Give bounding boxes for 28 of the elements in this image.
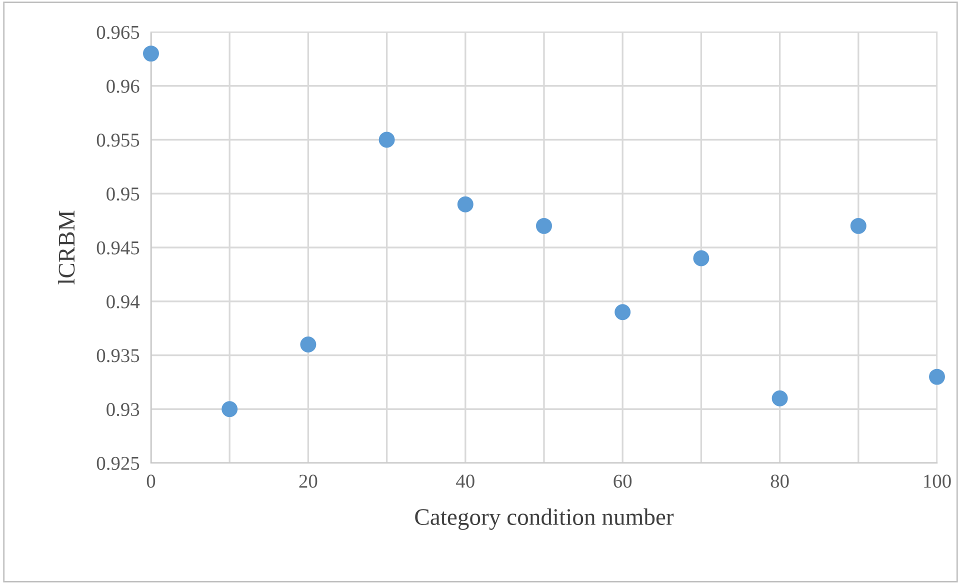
x-tick-label: 40: [456, 474, 474, 488]
point: [614, 304, 631, 320]
x-tick-label: 20: [299, 474, 318, 488]
point: [772, 390, 788, 406]
point: [536, 218, 552, 234]
y-tick-label: 0.96: [106, 80, 140, 93]
y-tick-label: 0.965: [96, 26, 140, 40]
x-tick-label: 60: [614, 474, 632, 488]
y-axis-title: lCRBM: [58, 210, 75, 284]
y-tick-label: 0.925: [96, 456, 140, 470]
y-tick-label: 0.955: [96, 134, 140, 147]
point: [222, 401, 238, 418]
x-axis-title: Category condition number: [415, 508, 674, 530]
point: [850, 218, 866, 234]
point: [929, 368, 945, 385]
point: [378, 132, 395, 148]
y-tick-label: 0.94: [106, 295, 140, 308]
x-tick-label: 80: [770, 474, 789, 488]
x-tick-label: 0: [146, 474, 156, 488]
point: [300, 336, 316, 352]
point: [143, 46, 159, 62]
y-tick-label: 0.93: [106, 402, 140, 416]
point: [693, 250, 710, 266]
y-tick-label: 0.935: [96, 349, 140, 362]
y-tick-label: 0.945: [96, 241, 140, 255]
point: [457, 196, 474, 212]
y-tick-label: 0.95: [106, 187, 140, 201]
x-tick-label: 100: [924, 474, 951, 488]
